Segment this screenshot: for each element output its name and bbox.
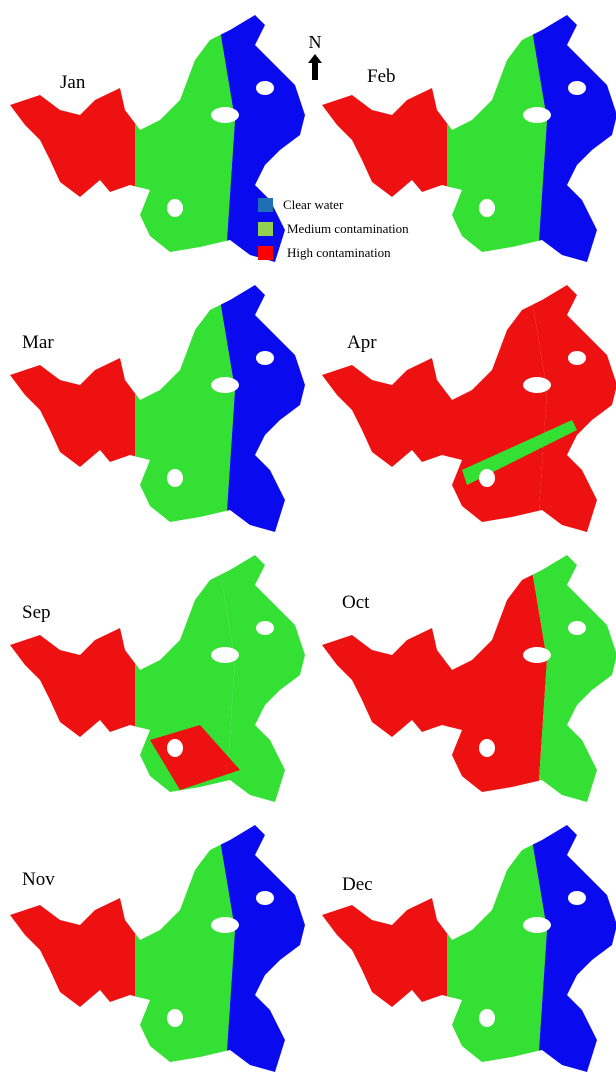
north-arrow-shape bbox=[308, 54, 322, 80]
island bbox=[211, 107, 239, 123]
month-label: Sep bbox=[22, 602, 51, 623]
map-panel: Apr bbox=[312, 270, 616, 540]
month-label: Mar bbox=[22, 332, 54, 353]
island bbox=[479, 1009, 495, 1027]
month-label: Feb bbox=[367, 66, 396, 87]
map-panel: Nov bbox=[0, 810, 310, 1080]
island bbox=[523, 647, 551, 663]
legend-label: Clear water bbox=[283, 197, 344, 212]
island bbox=[167, 199, 183, 217]
island bbox=[568, 351, 586, 365]
month-label: Jan bbox=[60, 72, 86, 93]
zone-west bbox=[0, 0, 140, 270]
month-label: Oct bbox=[342, 592, 370, 613]
map-panels: Jan Feb Mar Apr Sep Oct Nov Dec bbox=[0, 0, 616, 1080]
island bbox=[256, 351, 274, 365]
island bbox=[479, 469, 495, 487]
lake bbox=[312, 270, 616, 540]
north-arrow: N bbox=[308, 32, 322, 80]
zone-west bbox=[0, 270, 140, 540]
zone-west bbox=[312, 540, 452, 810]
month-label: Dec bbox=[342, 874, 373, 895]
legend-label: Medium contamination bbox=[287, 221, 409, 236]
island bbox=[523, 377, 551, 393]
map-panel: Oct bbox=[312, 540, 616, 810]
zone-middle bbox=[135, 270, 235, 540]
island bbox=[568, 621, 586, 635]
legend-label: High contamination bbox=[287, 245, 391, 260]
zone-middle bbox=[447, 810, 547, 1080]
lake bbox=[0, 540, 310, 810]
north-label: N bbox=[309, 32, 322, 52]
zone-west bbox=[312, 810, 452, 1080]
map-panel: Mar bbox=[0, 270, 310, 540]
lake bbox=[312, 540, 616, 810]
month-label: Apr bbox=[347, 332, 377, 353]
map-panel: Dec bbox=[312, 810, 616, 1080]
island bbox=[523, 917, 551, 933]
zone-middle bbox=[135, 810, 235, 1080]
month-label: Nov bbox=[22, 869, 55, 890]
zone-middle bbox=[447, 270, 547, 540]
island bbox=[211, 917, 239, 933]
island bbox=[256, 891, 274, 905]
island bbox=[167, 1009, 183, 1027]
legend-swatch bbox=[258, 222, 273, 236]
island bbox=[479, 199, 495, 217]
lake bbox=[0, 270, 310, 540]
island bbox=[568, 81, 586, 95]
island bbox=[568, 891, 586, 905]
island bbox=[523, 107, 551, 123]
zone-middle bbox=[447, 0, 547, 270]
zone-west bbox=[312, 270, 452, 540]
island bbox=[256, 621, 274, 635]
island bbox=[211, 647, 239, 663]
zone-west bbox=[0, 540, 140, 810]
island bbox=[167, 739, 183, 757]
zone-middle bbox=[135, 0, 235, 270]
zone-west bbox=[0, 810, 140, 1080]
figure: Jan Feb Mar Apr Sep Oct Nov Dec N Clear water M… bbox=[0, 0, 616, 1081]
island bbox=[211, 377, 239, 393]
legend-swatch bbox=[258, 246, 273, 260]
island bbox=[256, 81, 274, 95]
lake bbox=[312, 810, 616, 1080]
lake bbox=[0, 810, 310, 1080]
island bbox=[479, 739, 495, 757]
map-panel: Sep bbox=[0, 540, 310, 810]
island bbox=[167, 469, 183, 487]
legend-swatch bbox=[258, 198, 273, 212]
